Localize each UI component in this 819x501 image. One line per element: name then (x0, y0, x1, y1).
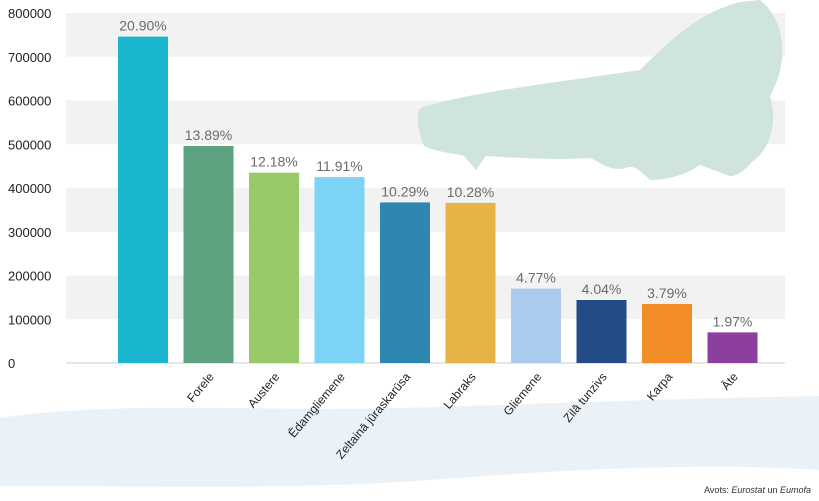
y-tick-label: 400000 (8, 181, 51, 196)
y-tick-label: 100000 (8, 312, 51, 327)
y-tick-label: 600000 (8, 94, 51, 109)
source-joiner: un (764, 485, 780, 495)
data-label: 4.77% (516, 270, 556, 286)
bar (380, 202, 430, 363)
data-label: 12.18% (250, 154, 297, 170)
background-wave (0, 396, 819, 487)
x-category-label: Austere (245, 370, 283, 411)
bar (511, 288, 561, 363)
y-tick-label: 300000 (8, 225, 51, 240)
y-tick-label: 200000 (8, 269, 51, 284)
y-tick-label: 700000 (8, 50, 51, 65)
data-label: 11.91% (316, 158, 362, 174)
data-labels: 20.90% 13.89% 12.18% 11.91% 10.29% 10.28% 4.77… (119, 18, 752, 330)
bar (118, 36, 168, 363)
bar (642, 303, 692, 363)
data-label: 13.89% (185, 127, 232, 143)
fish-silhouette-icon (417, 0, 783, 180)
y-axis: 0 100000 200000 300000 400000 500000 600000 700… (8, 6, 51, 371)
data-label: 10.29% (381, 183, 428, 199)
y-tick-label: 500000 (8, 137, 51, 152)
bar (183, 146, 234, 363)
data-label: 20.90% (119, 18, 166, 34)
source-name-1: Eurostat (731, 485, 765, 495)
data-label: 1.97% (713, 313, 753, 329)
source-name-2: Eumofa (779, 485, 811, 495)
source-prefix: Avots: (704, 485, 732, 495)
bars (118, 36, 758, 363)
bar (249, 172, 299, 363)
bar (314, 177, 365, 363)
x-category-label: Labraks (441, 370, 479, 412)
bar (576, 300, 627, 363)
bar (445, 202, 496, 363)
x-category-label: Āte (718, 370, 741, 393)
y-tick-label: 800000 (8, 6, 51, 21)
x-category-label: Karpa (644, 370, 676, 404)
source-note: Avots: Eurostat un Eumofa (704, 485, 811, 495)
y-tick-label: 0 (8, 356, 15, 371)
data-label: 4.04% (582, 281, 622, 297)
data-label: 3.79% (647, 285, 687, 301)
bar (707, 332, 758, 363)
x-category-label: Forele (184, 370, 217, 405)
fish-silhouette-decoration (417, 0, 783, 180)
data-label: 10.28% (447, 184, 494, 200)
